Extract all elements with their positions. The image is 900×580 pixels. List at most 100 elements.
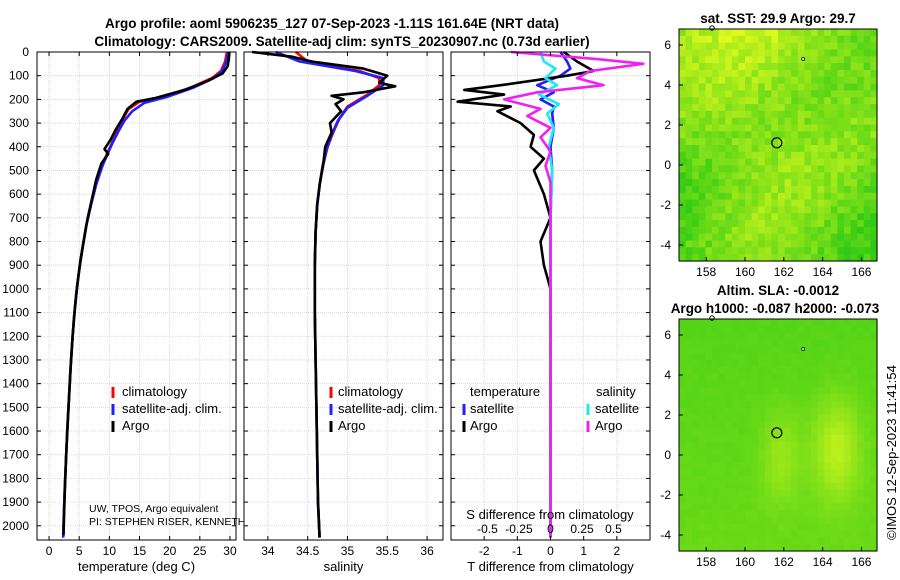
heatmap-cell [811,319,819,327]
heatmap-cell [811,158,819,167]
heatmap-cell [837,192,845,201]
heatmap-cell [764,213,772,221]
heatmap-cell [824,407,832,416]
heatmap-cell [764,380,772,388]
heatmap-cell [804,192,812,201]
heatmap-cell [712,158,720,167]
heatmap-cell [705,544,713,552]
heatmap-cell [679,325,687,334]
heatmap-cell [837,435,845,443]
heatmap-cell [745,29,753,37]
x-tick-label: 36 [420,544,434,558]
heatmap-cell [857,421,865,429]
heatmap-cell [863,131,871,139]
heatmap-cell [804,124,812,132]
heatmap-cell [698,373,706,382]
heatmap-cell [771,138,779,146]
y-tick-label: 1400 [2,377,29,391]
heatmap-cell [830,339,838,347]
heatmap-cell [692,455,700,463]
heatmap-cell [679,380,687,388]
heatmap-cell [705,346,713,354]
heatmap-cell [804,35,812,44]
heatmap-cell [850,220,858,228]
heatmap-cell [824,503,832,511]
heatmap-cell [679,346,687,354]
heatmap-cell [764,339,772,347]
heatmap-cell [870,530,878,538]
heatmap-cell [844,489,852,498]
heatmap-cell [850,247,858,255]
heatmap-cell [791,131,799,139]
heatmap-cell [844,537,852,545]
heatmap-cell [791,441,799,450]
heatmap-cell [725,482,733,491]
heatmap-cell [870,414,878,422]
heatmap-cell [758,394,766,402]
heatmap-cell [844,435,852,443]
heatmap-cell [692,199,700,208]
heatmap-cell [705,110,713,119]
heatmap-cell [705,373,713,382]
heatmap-cell [863,448,871,457]
heatmap-cell [850,158,858,167]
heatmap-cell [797,233,805,242]
heatmap-cell [857,42,865,51]
heatmap-cell [712,117,720,126]
heatmap-cell [778,63,786,71]
heatmap-cell [718,69,726,78]
heatmap-cell [784,49,792,57]
heatmap-cell [679,387,687,395]
heatmap-cell [817,90,825,98]
heatmap-cell [870,179,878,187]
heatmap-cell [830,97,838,105]
heatmap-cell [712,319,720,327]
heatmap-cell [692,76,700,85]
heatmap-cell [731,158,739,167]
heatmap-cell [870,475,878,484]
heatmap-cell [797,503,805,511]
heatmap-cell [685,69,693,78]
heatmap-cell [679,29,687,37]
heatmap-cell [731,131,739,139]
heatmap-cell [850,199,858,208]
heatmap-cell [758,400,766,409]
heatmap-cell [705,145,713,153]
heatmap-cell [718,29,726,37]
heatmap-cell [824,414,832,422]
heatmap-cell [758,339,766,347]
heatmap-cell [771,319,779,327]
heatmap-cell [718,448,726,457]
heatmap-cell [751,394,759,402]
heatmap-cell [870,247,878,255]
heatmap-cell [797,151,805,160]
heatmap-cell [863,332,871,341]
heatmap-cell [830,76,838,85]
heatmap-cell [758,76,766,85]
heatmap-cell [791,76,799,85]
heatmap-cell [811,523,819,532]
heatmap-cell [745,496,753,504]
heatmap-cell [863,247,871,255]
heatmap-cell [817,145,825,153]
x-tick-label: 162 [774,265,794,279]
heatmap-cell [863,414,871,422]
heatmap-cell [705,503,713,511]
heatmap-cell [797,489,805,498]
heatmap-cell [698,151,706,160]
heatmap-cell [679,366,687,375]
heatmap-cell [817,455,825,463]
heatmap-cell [817,97,825,105]
heatmap-cell [791,325,799,334]
heatmap-cell [870,380,878,388]
heatmap-cell [731,366,739,375]
heatmap-cell [844,56,852,64]
heatmap-cell [797,544,805,552]
heatmap-cell [830,151,838,160]
heatmap-cell [764,359,772,368]
heatmap-cell [705,455,713,463]
heatmap-cell [784,42,792,51]
heatmap-cell [804,530,812,538]
